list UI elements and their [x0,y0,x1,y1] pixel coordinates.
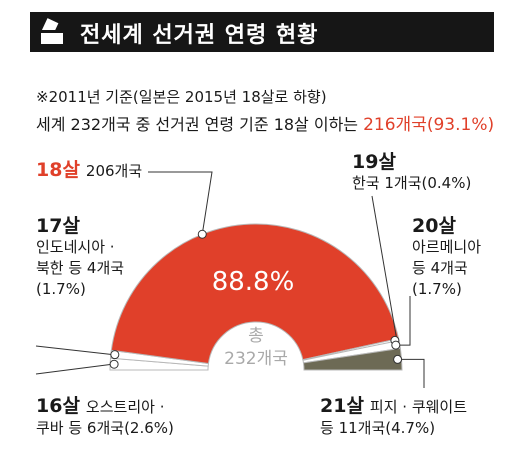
leader-16 [35,363,113,375]
summary-note: 세계 232개국 중 선거권 연령 기준 18살 이하는 216개국(93.1%… [36,110,494,135]
leader-18 [148,171,213,235]
label-20: 20살 아르메니아 등 4개국 (1.7%) [412,216,481,300]
label-18: 18살 206개국 [36,160,142,182]
marker-18 [197,229,207,239]
leader-19 [371,195,398,341]
ballot-box-icon [41,18,63,44]
summary-highlight: 216개국(93.1%) [363,115,495,135]
label-21-line1: 피지 · 쿠웨이트 [369,398,468,416]
label-16-line1: 오스트리아 · [85,398,165,416]
label-20-age: 20살 [412,215,456,237]
page-title: 전세계 선거권 연령 현황 [80,23,319,48]
label-21-age: 21살 [320,395,364,417]
big-percent-label: 88.8% [212,267,295,297]
label-16: 16살 오스트리아 · 쿠바 등 6개국(2.6%) [36,396,174,439]
marker-21 [393,354,403,364]
label-19-age: 19살 [352,151,396,173]
marker-17 [110,350,120,360]
leader-17 [35,345,113,356]
label-21-line2: 등 11개국(4.7%) [320,419,436,437]
label-17-line3: (1.7%) [36,280,86,298]
label-18-age: 18살 [36,159,80,181]
label-20-line3: (1.7%) [412,280,462,298]
label-19: 19살 한국 1개국(0.4%) [352,152,471,194]
slice-18살 [110,223,400,365]
label-19-line1: 한국 1개국(0.4%) [352,174,472,192]
summary-prefix: 세계 232개국 중 선거권 연령 기준 18살 이하는 [36,115,364,134]
slice-21살 [302,347,403,371]
label-18-text: 206개국 [85,162,143,180]
title-bar: 전세계 선거권 연령 현황 [30,12,494,52]
label-16-line2: 쿠바 등 6개국(2.6%) [36,419,174,437]
label-17-age: 17살 [36,215,80,237]
label-20-line1: 아르메니아 [412,238,482,256]
marker-16 [109,359,119,369]
label-16-age: 16살 [36,395,80,417]
center-total-label-line1: 총 [248,326,264,346]
center-total-label-line2: 232개국 [224,349,288,369]
label-17: 17살 인도네시아 · 북한 등 4개국 (1.7%) [36,216,124,300]
label-17-line1: 인도네시아 · [36,238,115,256]
leader-21 [399,358,425,388]
leader-20 [397,296,411,346]
label-17-line2: 북한 등 4개국 [36,259,125,277]
label-21: 21살 피지 · 쿠웨이트 등 11개국(4.7%) [320,396,467,439]
base-year-note: ※2011년 기준(일본은 2015년 18살로 하향) [36,88,327,106]
label-20-line2: 등 4개국 [412,259,468,277]
marker-20 [391,340,401,350]
